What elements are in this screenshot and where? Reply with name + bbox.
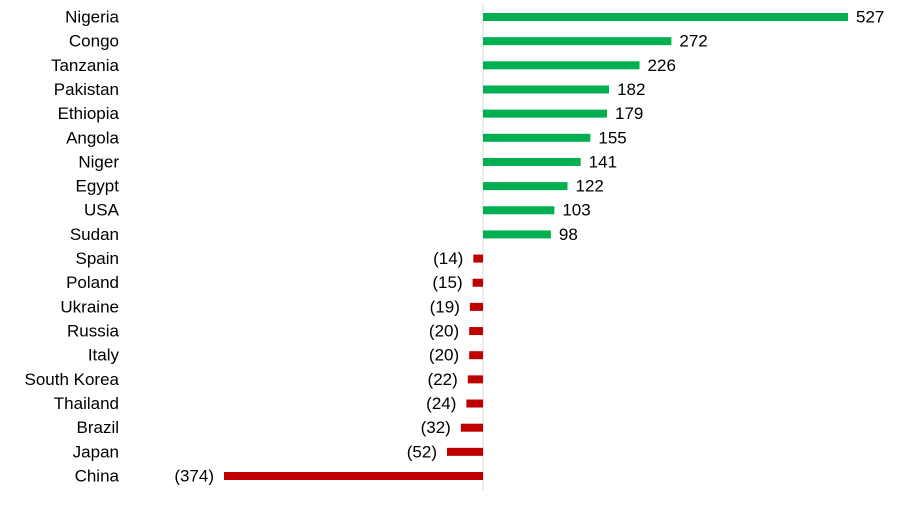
value-label: (15): [432, 273, 462, 292]
category-label: Pakistan: [54, 80, 119, 99]
bar: [469, 327, 484, 336]
value-label: 141: [589, 152, 617, 171]
category-label: Italy: [88, 346, 120, 365]
value-label: 226: [648, 56, 676, 75]
category-label: South Korea: [24, 370, 119, 389]
bar: [460, 423, 484, 432]
bar: [483, 182, 568, 191]
value-label: (20): [429, 346, 459, 365]
category-label: Congo: [69, 32, 119, 51]
value-label: (32): [421, 418, 451, 437]
category-label: USA: [84, 201, 120, 220]
bar: [483, 157, 581, 166]
value-label: 182: [617, 80, 645, 99]
bar: [466, 399, 484, 408]
category-label: Sudan: [70, 225, 119, 244]
value-label: (374): [174, 466, 214, 485]
value-label: 272: [679, 32, 707, 51]
bar: [483, 206, 555, 215]
bar: [447, 447, 484, 456]
category-label: Brazil: [76, 418, 119, 437]
bar: [483, 133, 591, 142]
category-label: Russia: [67, 322, 120, 341]
bar: [483, 109, 607, 118]
category-label: Spain: [76, 249, 119, 268]
bar: [483, 230, 551, 239]
value-label: 103: [562, 201, 590, 220]
bar: [483, 37, 672, 46]
bar: [483, 61, 640, 70]
category-label: Nigeria: [65, 7, 119, 26]
category-label: Tanzania: [51, 56, 120, 75]
category-label: Niger: [78, 152, 119, 171]
bar: [472, 278, 484, 287]
bar: [473, 254, 484, 263]
value-label: (20): [429, 322, 459, 341]
value-label: 122: [576, 177, 604, 196]
bar: [467, 375, 484, 384]
category-label: Egypt: [76, 177, 120, 196]
value-label: 527: [856, 7, 884, 26]
category-label: Japan: [73, 442, 119, 461]
category-label: Thailand: [54, 394, 119, 413]
category-label: Ethiopia: [58, 104, 120, 123]
bar: [469, 351, 484, 360]
value-label: 155: [598, 128, 626, 147]
category-label: Ukraine: [60, 297, 119, 316]
category-label: Poland: [66, 273, 119, 292]
category-label: Angola: [66, 128, 119, 147]
value-label: (22): [428, 370, 458, 389]
value-label: (14): [433, 249, 463, 268]
bar: [483, 13, 848, 21]
value-label: (52): [407, 442, 437, 461]
value-label: (24): [426, 394, 456, 413]
bar: [469, 302, 484, 311]
bar: [483, 85, 610, 94]
value-label: (19): [430, 297, 460, 316]
value-label: 98: [559, 225, 578, 244]
bar: [224, 472, 484, 480]
category-label: China: [75, 466, 120, 485]
value-label: 179: [615, 104, 643, 123]
